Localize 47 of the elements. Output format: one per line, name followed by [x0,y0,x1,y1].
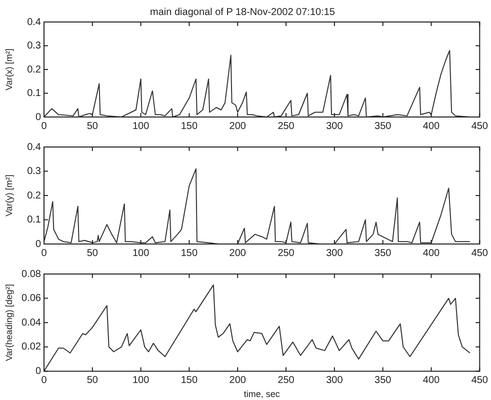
y-axis-title: Var(y) [m²] [4,174,14,216]
y-tick-label: 0.02 [22,342,42,353]
x-tick-label: 450 [471,120,488,132]
y-tick-label: 0.3 [27,40,42,52]
y-tick-label: 0.2 [27,64,42,76]
x-tick-label: 400 [422,120,440,132]
x-tick-label: 200 [229,374,246,386]
x-tick-label: 100 [132,120,150,132]
y-tick-label: 0 [35,366,42,377]
x-tick-label: 300 [326,120,344,132]
y-axis-title: Var(heading) [deg²] [4,284,14,362]
x-tick-label: 100 [132,248,150,259]
x-tick-label: 50 [86,374,98,386]
x-tick-label: 50 [86,120,98,132]
x-tick-label: 300 [326,374,344,386]
y-tick-label: 0.1 [27,214,42,226]
x-tick-label: 450 [471,248,488,259]
x-tick-label: 450 [471,374,488,386]
chart-title: main diagonal of P 18-Nov-2002 07:10:15 [150,6,336,18]
x-axis-title: time, sec [244,389,280,400]
x-tick-label: 300 [326,248,344,259]
y-tick-label: 0.08 [22,268,42,280]
x-tick-label: 350 [374,374,392,386]
x-tick-label: 150 [180,120,198,132]
y-tick-label: 0.4 [27,142,42,153]
y-tick-label: 0.1 [27,88,42,99]
x-tick-label: 250 [278,248,295,259]
y-tick-label: 0 [35,238,42,250]
x-tick-label: 100 [132,374,150,386]
x-tick-label: 250 [278,374,295,386]
y-tick-label: 0.4 [27,16,42,28]
x-tick-label: 150 [180,374,198,386]
y-axis-title: Var(x) [m²] [4,48,14,90]
x-tick-label: 150 [180,248,198,259]
x-tick-label: 400 [422,248,440,259]
y-tick-label: 0.04 [22,317,42,328]
y-tick-label: 0.06 [22,293,42,304]
y-tick-label: 0.3 [27,166,42,177]
x-tick-label: 350 [374,248,392,259]
y-tick-label: 0 [35,112,42,123]
x-tick-label: 400 [422,374,440,386]
y-tick-label: 0.2 [27,190,42,202]
x-tick-label: 250 [278,120,295,132]
x-tick-label: 50 [86,248,98,259]
x-tick-label: 200 [229,248,246,259]
x-tick-label: 200 [229,120,246,132]
x-tick-label: 350 [374,120,392,132]
